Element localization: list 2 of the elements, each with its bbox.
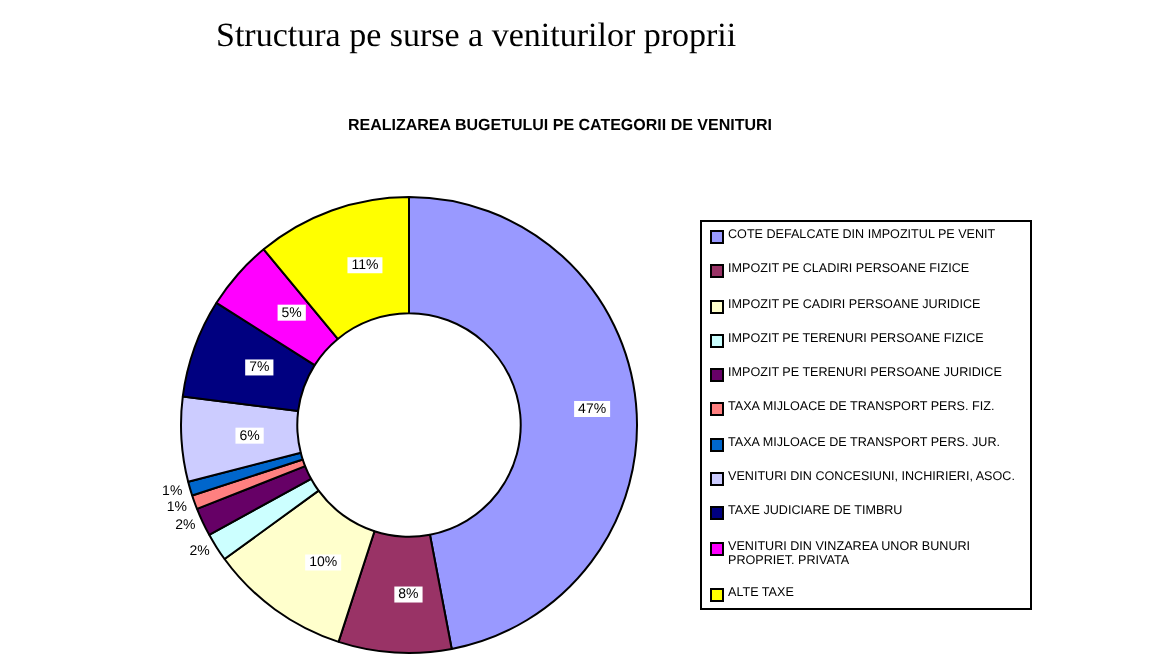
chart-title: Structura pe surse a veniturilor proprii xyxy=(216,16,737,56)
chart-subtitle: REALIZAREA BUGETULUI PE CATEGORII DE VENITURI xyxy=(345,116,774,134)
